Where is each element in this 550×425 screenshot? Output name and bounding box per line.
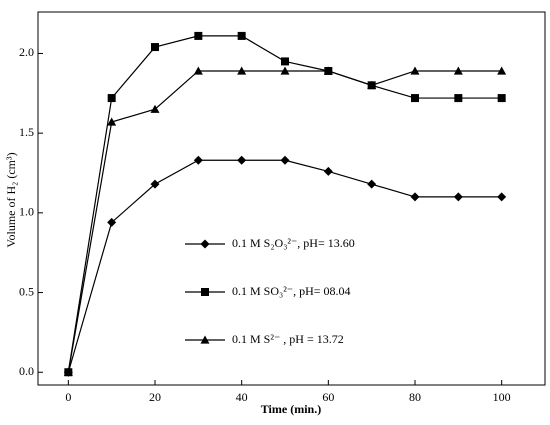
x-tick-label: 60 [322, 390, 334, 404]
series-line [67, 70, 502, 373]
y-tick-label: 0.5 [19, 284, 34, 298]
marker [367, 179, 377, 189]
marker [410, 66, 420, 75]
x-tick-label: 100 [493, 390, 511, 404]
marker [323, 66, 333, 75]
marker [107, 217, 117, 227]
y-tick-label: 0.0 [19, 364, 34, 378]
x-axis-label: Time (min.) [261, 402, 321, 416]
marker [237, 155, 247, 165]
legend-label: 0.1 M S²⁻ , pH = 13.72 [232, 332, 344, 346]
marker [194, 31, 203, 40]
marker [280, 155, 290, 165]
marker [497, 66, 507, 75]
marker [281, 57, 289, 66]
x-tick-label: 20 [149, 390, 161, 404]
marker [367, 80, 377, 89]
marker [497, 94, 506, 103]
marker [411, 94, 419, 103]
marker [201, 288, 209, 296]
marker [237, 66, 247, 75]
x-tick-label: 40 [236, 390, 248, 404]
marker [237, 31, 246, 40]
marker [453, 66, 463, 75]
y-tick-label: 1.5 [19, 125, 34, 139]
marker [193, 66, 203, 75]
marker [193, 155, 203, 165]
y-tick-label: 2.0 [19, 45, 34, 59]
marker [63, 367, 73, 376]
legend-label: 0.1 M SO₃²⁻, pH= 08.04 [232, 284, 351, 298]
marker [410, 192, 420, 202]
marker [200, 335, 210, 344]
marker [151, 43, 159, 52]
marker [497, 192, 507, 202]
y-axis-label: Volume of H₂ (cm³) [4, 152, 18, 247]
marker [107, 94, 116, 103]
marker [280, 66, 290, 75]
x-tick-label: 0 [65, 390, 71, 404]
marker [323, 166, 333, 176]
x-tick-label: 80 [409, 390, 421, 404]
marker [107, 117, 117, 126]
marker [453, 192, 463, 202]
marker [150, 179, 160, 189]
legend-label: 0.1 M S₂O₃²⁻, pH= 13.60 [232, 236, 355, 250]
y-tick-label: 1.0 [19, 205, 34, 219]
plot-frame [37, 11, 546, 386]
marker [200, 239, 210, 249]
marker [150, 104, 160, 113]
marker [454, 94, 463, 103]
